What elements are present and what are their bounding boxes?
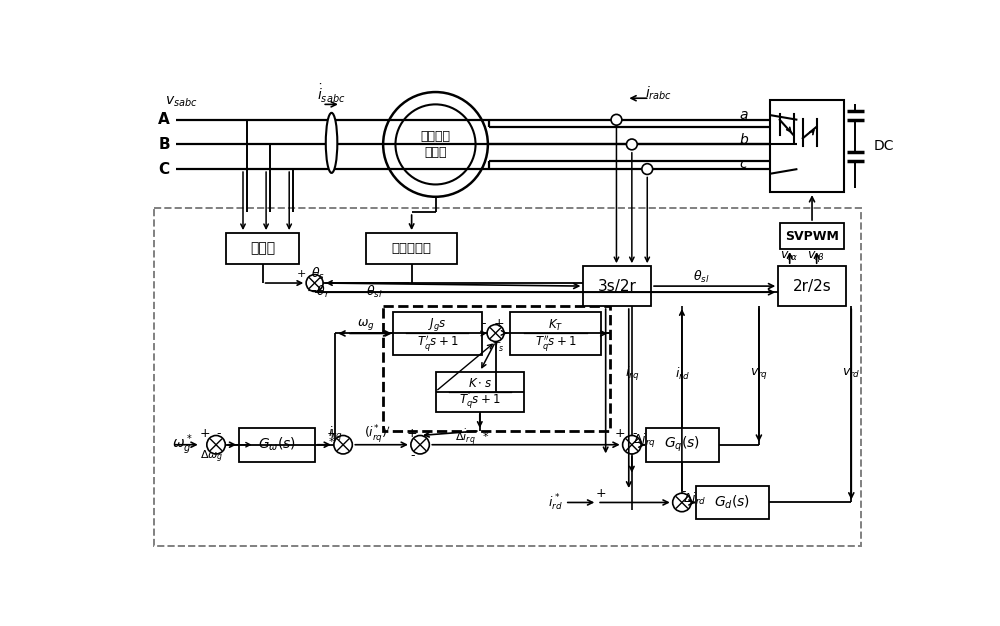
Text: +: + xyxy=(199,428,210,441)
Text: b: b xyxy=(739,133,748,147)
Circle shape xyxy=(623,436,641,454)
Text: $i_{rq}$: $i_{rq}$ xyxy=(328,425,343,443)
Text: -: - xyxy=(216,428,221,441)
Text: $\theta_{sl}$: $\theta_{sl}$ xyxy=(693,269,709,285)
Text: $\Delta i_{rq}$: $\Delta i_{rq}$ xyxy=(633,432,656,450)
Text: $K \cdot s$: $K \cdot s$ xyxy=(468,377,492,390)
Circle shape xyxy=(207,436,225,454)
Bar xyxy=(154,208,861,546)
Bar xyxy=(383,306,610,431)
Text: $T_q's+1$: $T_q's+1$ xyxy=(417,333,458,352)
Text: $i_{rd}^*$: $i_{rd}^*$ xyxy=(548,492,563,513)
Circle shape xyxy=(673,493,691,511)
Circle shape xyxy=(334,436,352,454)
Text: $\dot{i}_{sabc}$: $\dot{i}_{sabc}$ xyxy=(317,83,346,105)
Text: $\theta_s$: $\theta_s$ xyxy=(311,265,325,282)
Text: $T_q^{''}s+1$: $T_q^{''}s+1$ xyxy=(459,389,501,411)
Bar xyxy=(778,266,846,306)
Text: -: - xyxy=(482,317,486,329)
Bar xyxy=(393,312,482,355)
Text: $v_{sabc}$: $v_{sabc}$ xyxy=(165,95,198,110)
Text: $\Delta \dot{i}_{rq}$: $\Delta \dot{i}_{rq}$ xyxy=(455,427,476,447)
Text: *: * xyxy=(483,432,489,442)
Text: $(i_{rq}^{*})'$: $(i_{rq}^{*})'$ xyxy=(364,423,391,445)
Text: $\theta_{sl}$: $\theta_{sl}$ xyxy=(366,284,382,300)
Text: 2r/2s: 2r/2s xyxy=(793,279,831,294)
Text: A: A xyxy=(158,112,170,127)
Text: $K_T$: $K_T$ xyxy=(548,317,563,332)
Ellipse shape xyxy=(326,113,337,173)
Text: -: - xyxy=(681,485,686,498)
Bar xyxy=(239,428,315,461)
Bar xyxy=(226,233,299,264)
Text: +: + xyxy=(493,317,504,329)
Text: 锁相环: 锁相环 xyxy=(250,242,275,255)
Text: 3s/2r: 3s/2r xyxy=(598,279,637,294)
Text: $\Delta i_{rd}$: $\Delta i_{rd}$ xyxy=(683,491,706,506)
Text: -: - xyxy=(632,428,636,441)
Bar xyxy=(583,266,651,306)
Text: $v_{r\alpha}$: $v_{r\alpha}$ xyxy=(780,250,799,264)
Text: $\omega_g^*$: $\omega_g^*$ xyxy=(172,433,193,457)
Circle shape xyxy=(395,105,476,185)
Text: $J_g s$: $J_g s$ xyxy=(428,317,447,334)
Circle shape xyxy=(383,92,488,197)
Text: C: C xyxy=(158,162,169,177)
Text: $T_q''s+1$: $T_q''s+1$ xyxy=(535,333,577,352)
Text: $G_d(s)$: $G_d(s)$ xyxy=(714,494,750,511)
Text: $i_{rq}$: $i_{rq}$ xyxy=(625,365,639,383)
Text: a: a xyxy=(739,108,748,122)
Text: $T_s$: $T_s$ xyxy=(492,340,504,354)
Text: c: c xyxy=(740,158,747,172)
Text: $v_{rd}$: $v_{rd}$ xyxy=(842,367,861,381)
Text: $v_{rq}$: $v_{rq}$ xyxy=(750,366,768,381)
Bar xyxy=(770,100,844,192)
Text: 双馈风力: 双馈风力 xyxy=(420,130,450,143)
Text: $\omega_g$: $\omega_g$ xyxy=(357,317,375,332)
Circle shape xyxy=(411,436,429,454)
Text: $i_{rabc}$: $i_{rabc}$ xyxy=(645,85,672,102)
Bar xyxy=(366,233,457,264)
Text: B: B xyxy=(158,137,170,152)
Text: $-\theta_r$: $-\theta_r$ xyxy=(306,284,330,300)
Bar xyxy=(510,312,601,355)
Text: SVPWM: SVPWM xyxy=(785,230,839,242)
Text: $G_\omega(s)$: $G_\omega(s)$ xyxy=(258,436,296,453)
Text: +: + xyxy=(326,428,337,441)
Circle shape xyxy=(487,325,504,342)
Text: *: * xyxy=(328,437,334,446)
Bar xyxy=(646,428,719,461)
Bar xyxy=(436,372,524,412)
Text: -: - xyxy=(410,449,415,462)
Circle shape xyxy=(306,275,323,292)
Text: +: + xyxy=(596,487,606,500)
Bar xyxy=(780,223,844,249)
Text: $v_{r\beta}$: $v_{r\beta}$ xyxy=(807,249,826,264)
Text: +: + xyxy=(297,269,306,279)
Circle shape xyxy=(642,163,653,175)
Text: $i_{rd}$: $i_{rd}$ xyxy=(675,366,689,382)
Bar xyxy=(696,486,769,520)
Text: +: + xyxy=(407,428,418,441)
Text: DC: DC xyxy=(874,139,894,153)
Circle shape xyxy=(611,115,622,125)
Text: 发电机: 发电机 xyxy=(424,146,447,158)
Text: 光电编码器: 光电编码器 xyxy=(392,242,432,255)
Text: $\Delta\omega_g$: $\Delta\omega_g$ xyxy=(200,449,224,465)
Circle shape xyxy=(626,139,637,150)
Text: $G_q(s)$: $G_q(s)$ xyxy=(664,435,700,454)
Text: +: + xyxy=(615,428,626,441)
